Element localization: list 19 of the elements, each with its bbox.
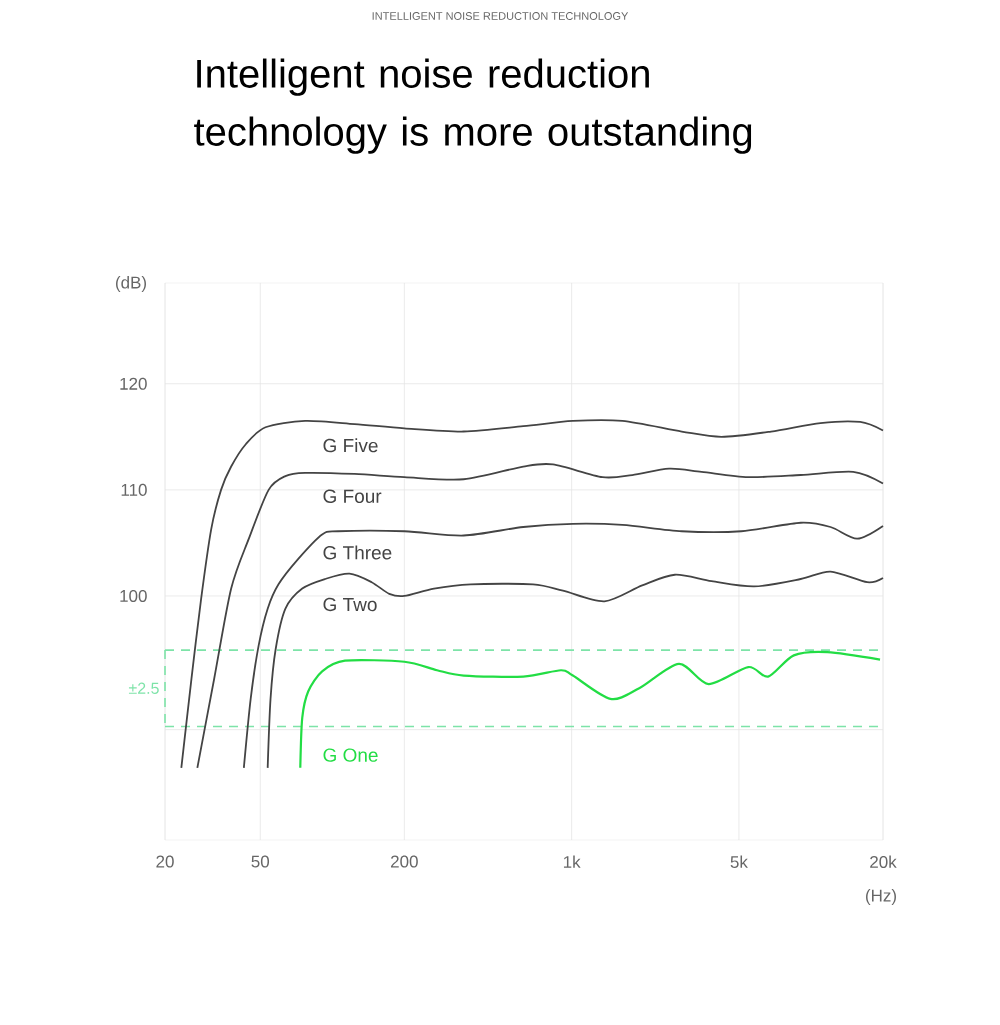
- x-tick-label: 20k: [870, 855, 897, 869]
- y-tick-label: 100: [120, 589, 147, 602]
- series-label: G Four: [323, 489, 382, 503]
- series-label: G Five: [323, 438, 378, 453]
- y-tick-label: 110: [121, 483, 147, 496]
- x-tick-label: 50: [251, 855, 270, 868]
- chart-subtitle: INTELLIGENT NOISE REDUCTION TECHNOLOGY: [372, 12, 629, 20]
- x-axis-title: (Hz): [866, 889, 896, 905]
- chart-title: Intelligent noise reduction technology is more outstanding: [194, 58, 752, 154]
- text: ±2.5: [128, 682, 159, 694]
- series-label: G Three: [323, 545, 392, 560]
- x-tick-label: 200: [391, 855, 418, 868]
- series-label: G Two: [323, 597, 377, 612]
- x-tick-label: 5k: [730, 855, 748, 869]
- x-tick-label: 1k: [563, 855, 581, 868]
- y-tick-label: 120: [120, 377, 147, 390]
- series-label: G One: [323, 748, 378, 762]
- x-tick-label: 20: [156, 855, 174, 868]
- y-axis-title: (dB): [115, 276, 146, 292]
